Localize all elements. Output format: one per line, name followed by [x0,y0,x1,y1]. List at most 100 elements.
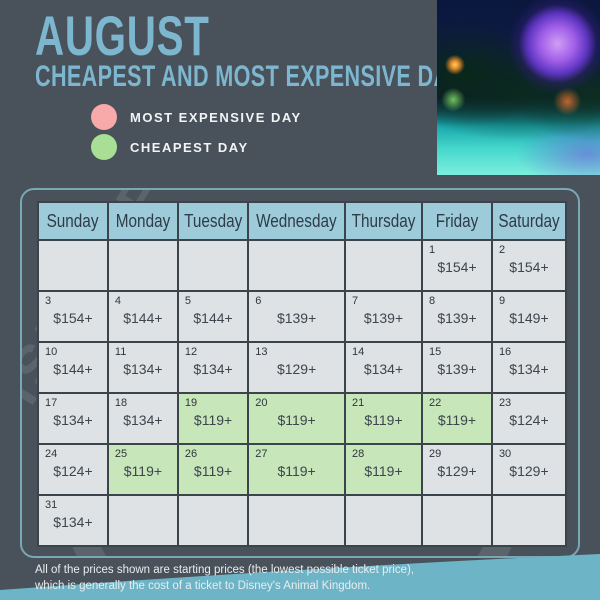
day-number: 13 [255,346,268,358]
calendar-cell-empty [248,240,345,291]
calendar-cell-empty [248,495,345,546]
legend-item-most-expensive: MOST EXPENSIVE DAY [91,104,302,130]
day-price: $144+ [123,310,163,326]
calendar-cell-day-1: 1 $154+ [422,240,492,291]
legend-item-cheapest: CHEAPEST DAY [91,134,302,160]
day-number: 22 [429,397,442,409]
calendar-cell-day-8: 8 $139+ [422,291,492,342]
day-price: $119+ [193,412,233,428]
calendar-cell-day-7: 7 $139+ [344,291,423,342]
day-number: 18 [114,397,128,409]
calendar-cell-day-11: 11 $134+ [107,342,178,393]
day-price: $134+ [363,361,404,377]
weekday-label: Saturday [498,210,560,231]
legend-label: MOST EXPENSIVE DAY [130,109,302,125]
day-price: $144+ [53,361,93,377]
day-price: $134+ [509,361,549,377]
calendar-cell-empty [422,495,492,546]
calendar-cell-empty [107,240,178,291]
weekday-header-thursday: Thursday [344,202,423,240]
calendar-grid: Sunday Monday Tuesday Wednesday Thursday Frid… [37,201,567,547]
calendar-cell-day-19: 19 $119+ [177,393,249,444]
footer-line-1: All of the prices shown are starting pri… [35,564,415,576]
day-price: $129+ [276,361,317,377]
day-price: $139+ [437,310,477,326]
day-number: 20 [255,397,268,409]
day-number: 10 [45,346,58,358]
day-price: $124+ [509,412,549,428]
day-number: 4 [114,295,122,307]
calendar-cell-day-15: 15 $139+ [422,342,492,393]
weekday-label: Friday [435,210,479,231]
day-number: 23 [498,397,512,409]
day-number: 5 [184,295,191,307]
calendar-cell-day-18: 18 $134+ [107,393,178,444]
calendar-cell-day-25: 25 $119+ [107,444,178,495]
day-number: 27 [255,448,268,460]
day-number: 21 [351,397,365,409]
weekday-header-tuesday: Tuesday [177,202,249,240]
calendar-panel: DISNEY FOOD BLOG SundayMondayTuesdayWedn… [20,188,580,558]
calendar-cell-day-26: 26 $119+ [177,444,249,495]
day-number: 7 [351,295,359,307]
calendar: Sunday Monday Tuesday Wednesday Thursday Frid… [37,201,567,547]
legend-label: CHEAPEST DAY [130,139,249,155]
day-price: $129+ [509,463,549,479]
day-number: 19 [184,397,198,409]
calendar-cell-day-9: 9 $149+ [491,291,566,342]
day-price: $139+ [363,310,404,326]
calendar-cell-day-27: 27 $119+ [248,444,345,495]
calendar-cell-empty [107,495,178,546]
day-price: $134+ [193,361,233,377]
cheapest-swatch [91,134,117,160]
legend: MOST EXPENSIVE DAY CHEAPEST DAY [91,104,302,164]
page-subtitle: CHEAPEST AND MOST EXPENSIVE DAYS [35,60,478,93]
day-number: 8 [429,295,436,307]
day-price: $154+ [437,259,477,275]
day-price: $134+ [53,514,93,530]
calendar-cell-day-23: 23 $124+ [491,393,566,444]
day-number: 31 [45,499,58,511]
day-price: $119+ [123,463,163,479]
day-price: $134+ [53,412,93,428]
calendar-cell-day-4: 4 $144+ [107,291,178,342]
weekday-header-friday: Friday [422,202,492,240]
day-price: $119+ [364,412,403,428]
weekday-label: Monday [115,210,171,231]
calendar-cell-empty [38,240,108,291]
calendar-cell-day-13: 13 $129+ [248,342,345,393]
bottom-ellipse-decoration [0,554,600,600]
calendar-cell-day-5: 5 $144+ [177,291,249,342]
calendar-cell-day-21: 21 $119+ [344,393,423,444]
day-number: 17 [45,397,58,409]
day-price: $134+ [123,361,163,377]
weekday-label: Sunday [47,210,99,231]
weekday-header-monday: Monday [107,202,178,240]
day-price: $119+ [437,412,477,428]
calendar-cell-empty [177,240,249,291]
most-expensive-swatch [91,104,117,130]
calendar-cell-day-14: 14 $134+ [344,342,423,393]
day-price: $149+ [509,310,549,326]
day-price: $144+ [193,310,233,326]
calendar-cell-day-17: 17 $134+ [38,393,108,444]
day-price: $119+ [364,463,403,479]
day-price: $119+ [277,463,316,479]
calendar-cell-day-20: 20 $119+ [248,393,345,444]
weekday-label: Thursday [351,210,416,231]
day-number: 26 [184,448,198,460]
weekday-header-sunday: Sunday [38,202,108,240]
title-block: AUGUST CHEAPEST AND MOST EXPENSIVE DAYS [35,8,600,92]
day-price: $134+ [123,412,163,428]
day-number: 2 [498,244,506,256]
footer-line-2: which is generally the cost of a ticket … [35,580,371,592]
day-number: 12 [184,346,198,358]
day-number: 3 [45,295,52,307]
calendar-cell-day-3: 3 $154+ [38,291,108,342]
day-price: $139+ [276,310,317,326]
day-number: 1 [429,244,436,256]
day-price: $119+ [193,463,233,479]
calendar-cell-day-12: 12 $134+ [177,342,249,393]
day-price: $139+ [437,361,477,377]
